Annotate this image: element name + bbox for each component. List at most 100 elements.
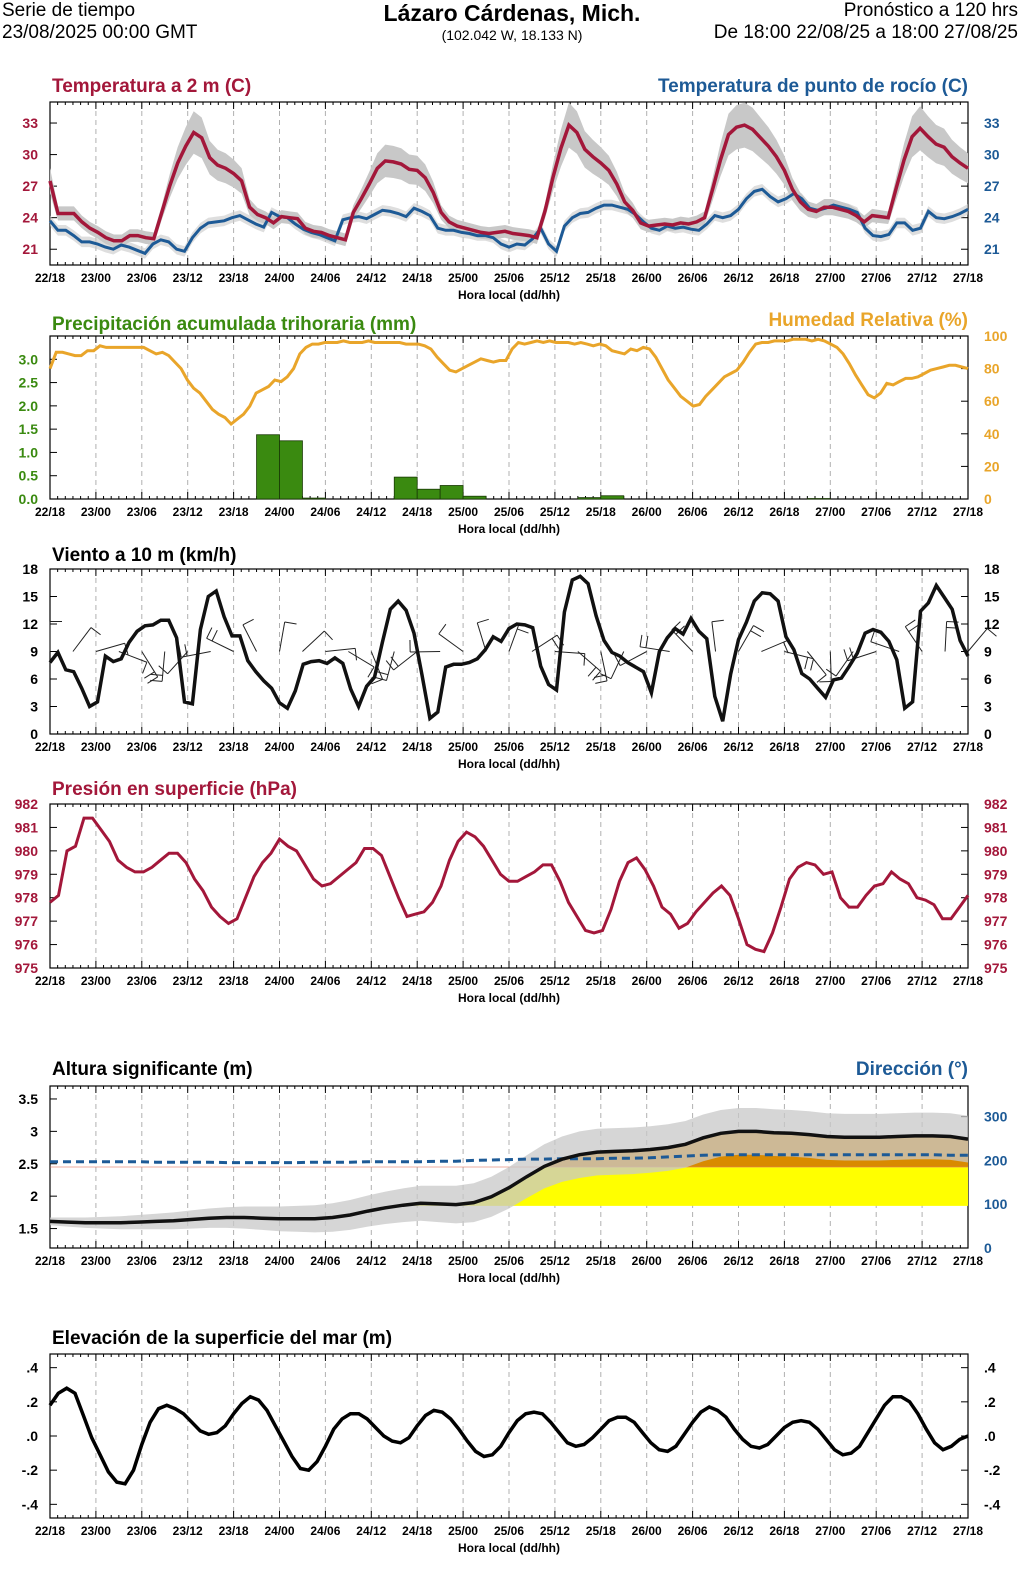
x-tick-label: 25/18 [586,1524,616,1538]
wind-barb [242,618,257,652]
x-tick-label: 26/18 [769,974,799,988]
x-tick-label: 22/18 [35,1254,65,1268]
x-axis-label: Hora local (dd/hh) [458,1271,560,1285]
y-tick-label-left: .0 [26,1428,38,1444]
y-tick-label-right: 80 [984,361,1000,377]
y-tick-label-left: 6 [30,671,38,687]
wind-barb-feather [242,618,254,626]
humidity-line [48,337,969,427]
y-tick-label-right: 15 [984,589,1000,605]
x-tick-label: 24/06 [310,974,340,988]
precip-bar [462,495,487,500]
x-tick-label: 25/18 [586,271,616,285]
wind-barb [671,621,693,652]
pressure-line [49,816,970,954]
x-tick-label: 23/06 [127,505,157,519]
x-tick-label: 27/12 [907,740,937,754]
x-tick-label: 25/12 [540,271,570,285]
x-tick-label: 26/12 [723,1524,753,1538]
wave-direction-line [50,1153,968,1165]
x-tick-label: 23/12 [173,974,203,988]
x-tick-label: 24/06 [310,505,340,519]
header-right: Pronóstico a 120 hrs De 18:00 22/08/25 a… [714,0,1018,44]
x-tick-label: 26/18 [769,1254,799,1268]
wind-barb [302,630,333,652]
x-tick-label: 23/12 [173,1524,203,1538]
x-tick-label: 25/00 [448,1524,478,1538]
wind-barb-staff [904,626,923,652]
temperature-line [48,121,969,243]
wind-barb [206,627,234,652]
x-tick-label: 25/06 [494,505,524,519]
wind-barb-staff [161,651,166,682]
y-tick-label-left: 1.5 [19,421,39,437]
x-tick-label: 24/00 [264,505,294,519]
y-tick-label-right: 27 [984,178,1000,194]
wind-barb-feather [753,625,765,632]
forecast-range-label: Pronóstico a 120 hrs [843,0,1018,21]
x-tick-label: 25/06 [494,271,524,285]
wind-barb [711,619,724,652]
wind-barb-staff [72,627,92,652]
y-tick-label-left: 979 [15,866,39,882]
x-tick-label: 23/00 [81,974,111,988]
x-axis-label: Hora local (dd/hh) [458,991,560,1005]
precip-bar [279,440,303,500]
x-tick-label: 23/18 [219,271,249,285]
wind-barb-feather [816,674,827,683]
humidity-title: Humedad Relativa (%) [768,310,968,331]
x-tick-label: 25/12 [540,1524,570,1538]
x-tick-label: 25/00 [448,1254,478,1268]
x-tick-label: 25/18 [586,505,616,519]
wind-barb-staff [835,651,854,677]
x-tick-label: 24/18 [402,1254,432,1268]
x-tick-label: 27/00 [815,1524,845,1538]
wind-barb-feather [385,660,394,671]
wind-barb-feather [592,670,601,681]
x-tick-label: 27/00 [815,271,845,285]
wind-barb-staff [302,630,325,652]
x-tick-label: 27/06 [861,1254,891,1268]
x-tick-label: 23/06 [127,271,157,285]
y-tick-label-left: .2 [26,1394,38,1410]
x-tick-label: 27/12 [907,974,937,988]
x-tick-label: 26/18 [769,271,799,285]
wind-barb [577,651,601,681]
y-tick-label-left: 980 [15,843,39,859]
precip-bar [600,495,625,500]
wind-barb-staff [829,651,832,682]
y-tick-label-right: 977 [984,913,1008,929]
x-tick-label: 26/12 [723,1254,753,1268]
x-tick-label: 25/06 [494,740,524,754]
init-time-label: 23/08/2025 00:00 GMT [2,22,198,43]
x-tick-label: 24/00 [264,1524,294,1538]
y-tick-label-left: 3 [30,699,38,715]
wind-barb [150,651,166,682]
y-tick-label-left: 21 [22,241,38,257]
x-tick-label: 25/06 [494,1254,524,1268]
wind-barb-feather [711,619,724,623]
y-tick-label-left: 15 [22,589,38,605]
y-tick-label-right: 30 [984,147,1000,163]
wind-barb-feather [477,618,489,624]
location-coords: (102.042 W, 18.133 N) [441,27,583,43]
header-left: Serie de tiempo 23/08/2025 00:00 GMT [2,0,197,44]
x-tick-label: 23/12 [173,271,203,285]
wind-barb-feather [804,657,809,670]
wind-barb-feather [825,668,837,677]
x-tick-label: 24/12 [356,505,386,519]
y-tick-label-right: 3 [984,699,992,715]
x-tick-label: 24/12 [356,740,386,754]
x-tick-label: 24/06 [310,740,340,754]
y-tick-label-right: .0 [984,1428,996,1444]
wind-barb-feather [90,627,101,636]
wind-barb-staff [206,637,234,652]
wind-barb-feather [849,647,854,660]
wind-barb-staff [181,651,211,658]
x-tick-label: 26/06 [678,1254,708,1268]
x-tick-label: 27/00 [815,974,845,988]
x-tick-label: 25/00 [448,505,478,519]
y-tick-label-left: 978 [15,890,39,906]
x-tick-label: 26/06 [678,740,708,754]
x-tick-label: 25/12 [540,505,570,519]
